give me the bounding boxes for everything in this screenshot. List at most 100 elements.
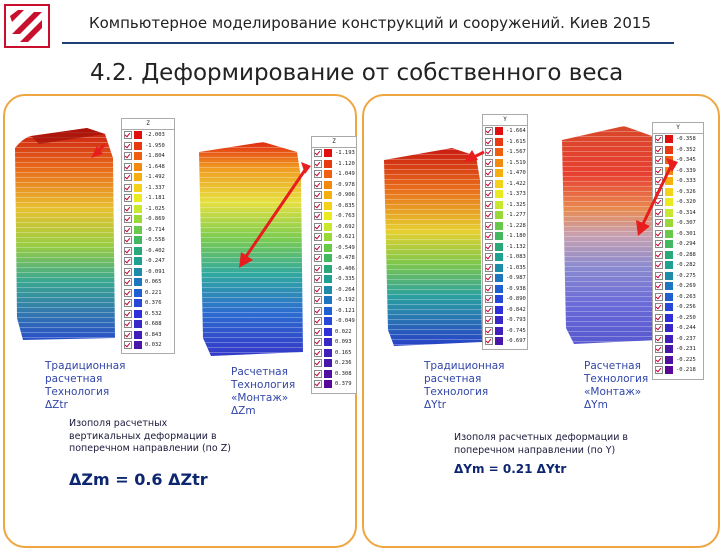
legend-checkbox[interactable]	[655, 145, 663, 154]
legend-checkbox[interactable]	[124, 278, 132, 287]
legend-checkbox[interactable]	[655, 334, 663, 343]
legend-checkbox[interactable]	[124, 204, 132, 213]
legend-color-swatch	[665, 177, 673, 186]
legend-checkbox[interactable]	[314, 348, 322, 357]
legend-checkbox[interactable]	[485, 337, 493, 346]
legend-checkbox[interactable]	[314, 170, 322, 179]
legend-checkbox[interactable]	[314, 359, 322, 368]
legend-checkbox[interactable]	[655, 250, 663, 259]
legend-checkbox[interactable]	[314, 201, 322, 210]
legend-checkbox[interactable]	[124, 194, 132, 203]
legend-checkbox[interactable]	[124, 183, 132, 192]
legend-checkbox[interactable]	[124, 173, 132, 182]
legend-checkbox[interactable]	[485, 263, 493, 272]
legend-checkbox[interactable]	[314, 180, 322, 189]
legend-checkbox[interactable]	[655, 219, 663, 228]
legend-checkbox[interactable]	[314, 212, 322, 221]
legend-checkbox[interactable]	[655, 303, 663, 312]
legend-row: 0.532	[122, 309, 174, 320]
legend-checkbox[interactable]	[485, 169, 493, 178]
legend-checkbox[interactable]	[124, 246, 132, 255]
legend-checkbox[interactable]	[485, 316, 493, 325]
legend-checkbox[interactable]	[485, 211, 493, 220]
legend-checkbox[interactable]	[655, 282, 663, 291]
legend-checkbox[interactable]	[314, 233, 322, 242]
legend-value: -1.132	[506, 243, 526, 250]
legend-checkbox[interactable]	[485, 242, 493, 251]
legend-checkbox[interactable]	[124, 299, 132, 308]
legend-checkbox[interactable]	[124, 330, 132, 339]
legend-checkbox[interactable]	[314, 285, 322, 294]
legend-checkbox[interactable]	[314, 380, 322, 389]
legend-color-swatch	[324, 285, 332, 294]
legend-color-swatch	[665, 355, 673, 364]
legend-checkbox[interactable]	[485, 253, 493, 262]
legend-value: -1.519	[506, 159, 526, 166]
legend-checkbox[interactable]	[485, 190, 493, 199]
legend-checkbox[interactable]	[655, 355, 663, 364]
legend-checkbox[interactable]	[124, 141, 132, 150]
legend-checkbox[interactable]	[314, 191, 322, 200]
legend-checkbox[interactable]	[655, 261, 663, 270]
legend-value: -1.492	[145, 174, 165, 181]
legend-checkbox[interactable]	[124, 267, 132, 276]
legend-checkbox[interactable]	[314, 306, 322, 315]
legend-row: -0.869	[122, 214, 174, 225]
legend-checkbox[interactable]	[124, 152, 132, 161]
legend-checkbox[interactable]	[485, 284, 493, 293]
legend-checkbox[interactable]	[124, 215, 132, 224]
legend-checkbox[interactable]	[655, 271, 663, 280]
legend-checkbox[interactable]	[655, 292, 663, 301]
legend-checkbox[interactable]	[655, 166, 663, 175]
legend-checkbox[interactable]	[314, 149, 322, 158]
legend-checkbox[interactable]	[485, 179, 493, 188]
legend-checkbox[interactable]	[124, 309, 132, 318]
legend-row: -0.231	[653, 344, 703, 355]
legend-checkbox[interactable]	[655, 208, 663, 217]
legend-checkbox[interactable]	[655, 229, 663, 238]
legend-color-swatch	[134, 173, 142, 182]
legend-checkbox[interactable]	[314, 296, 322, 305]
legend-checkbox[interactable]	[124, 288, 132, 297]
legend-checkbox[interactable]	[124, 131, 132, 140]
legend-checkbox[interactable]	[655, 366, 663, 375]
legend-checkbox[interactable]	[314, 159, 322, 168]
legend-checkbox[interactable]	[314, 275, 322, 284]
legend-checkbox[interactable]	[485, 295, 493, 304]
legend-checkbox[interactable]	[314, 243, 322, 252]
legend-checkbox[interactable]	[314, 264, 322, 273]
legend-checkbox[interactable]	[314, 327, 322, 336]
legend-checkbox[interactable]	[655, 240, 663, 249]
legend-checkbox[interactable]	[124, 225, 132, 234]
legend-checkbox[interactable]	[655, 313, 663, 322]
legend-header: Z	[122, 119, 174, 130]
legend-row: -1.193	[312, 148, 356, 159]
legend-checkbox[interactable]	[485, 148, 493, 157]
legend-value: -0.192	[335, 297, 355, 304]
legend-checkbox[interactable]	[314, 369, 322, 378]
legend-checkbox[interactable]	[314, 317, 322, 326]
legend-checkbox[interactable]	[485, 127, 493, 136]
legend-checkbox[interactable]	[485, 158, 493, 167]
legend-checkbox[interactable]	[485, 221, 493, 230]
legend-checkbox[interactable]	[655, 135, 663, 144]
legend-checkbox[interactable]	[485, 200, 493, 209]
legend-checkbox[interactable]	[485, 137, 493, 146]
legend-checkbox[interactable]	[485, 274, 493, 283]
legend-checkbox[interactable]	[655, 198, 663, 207]
legend-checkbox[interactable]	[485, 232, 493, 241]
legend-checkbox[interactable]	[314, 254, 322, 263]
legend-checkbox[interactable]	[124, 341, 132, 350]
legend-checkbox[interactable]	[124, 162, 132, 171]
legend-checkbox[interactable]	[314, 222, 322, 231]
legend-checkbox[interactable]	[485, 305, 493, 314]
legend-checkbox[interactable]	[314, 338, 322, 347]
legend-checkbox[interactable]	[655, 156, 663, 165]
legend-checkbox[interactable]	[124, 257, 132, 266]
legend-checkbox[interactable]	[124, 236, 132, 245]
legend-checkbox[interactable]	[124, 320, 132, 329]
legend-checkbox[interactable]	[485, 326, 493, 335]
legend-checkbox[interactable]	[655, 324, 663, 333]
legend-checkbox[interactable]	[655, 345, 663, 354]
legend-color-swatch	[665, 282, 673, 291]
